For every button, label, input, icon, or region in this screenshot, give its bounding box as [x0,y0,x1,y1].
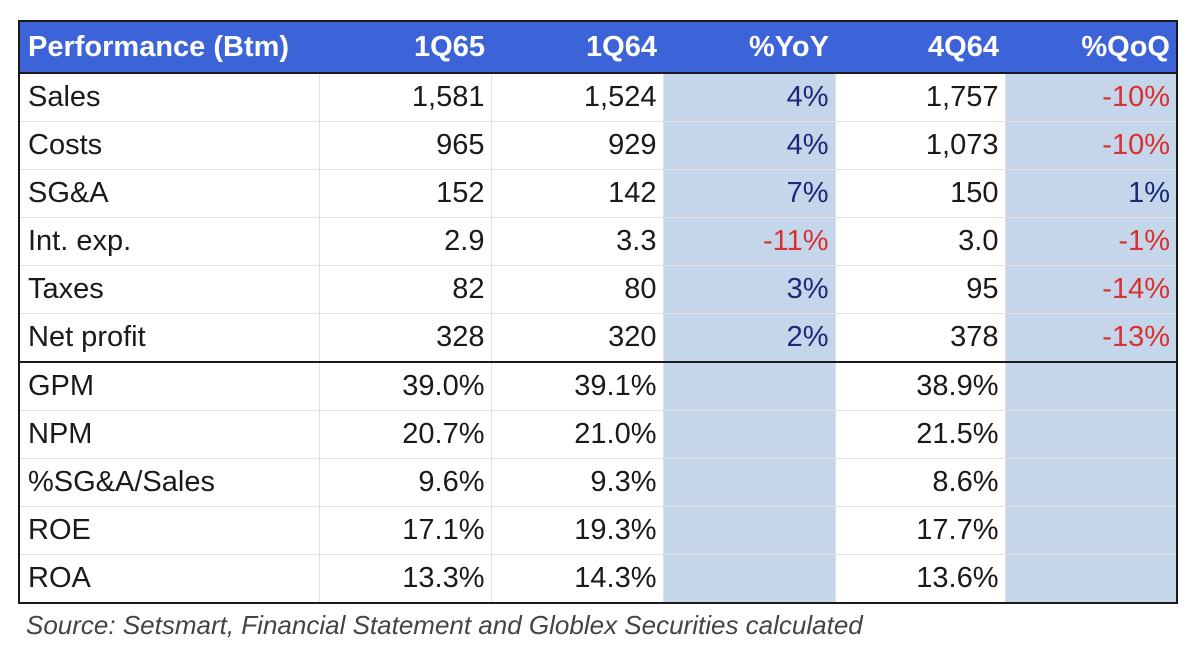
4q64-cell: 95 [835,265,1006,314]
4q64-cell: 378 [835,313,1006,363]
qoq-cell: -10% [1005,121,1178,170]
qoq-cell: -13% [1005,313,1178,363]
1q64-cell: 21.0% [491,410,664,459]
performance-table: Performance (Btm) 1Q65 1Q64 %YoY 4Q64 %Q… [18,20,1178,604]
header-row: Performance (Btm) 1Q65 1Q64 %YoY 4Q64 %Q… [19,21,1177,74]
1q65-cell: 39.0% [319,361,492,411]
1q64-cell: 19.3% [491,506,664,555]
1q64-cell: 1,524 [491,73,664,122]
ratio-row: ROA 13.3% 14.3% 13.6% [19,554,1178,604]
yoy-cell: 2% [663,313,836,363]
table-row: Sales 1,581 1,524 4% 1,757 -10% [19,73,1178,122]
row-label: SG&A [19,169,320,218]
1q64-cell: 80 [491,265,664,314]
yoy-cell [663,458,836,507]
table-row: SG&A 152 142 7% 150 1% [19,169,1178,218]
qoq-cell [1005,410,1178,459]
row-label: Taxes [19,265,320,314]
1q64-cell: 320 [491,313,664,363]
4q64-cell: 1,073 [835,121,1006,170]
1q64-cell: 9.3% [491,458,664,507]
1q65-cell: 20.7% [319,410,492,459]
4q64-cell: 3.0 [835,217,1006,266]
header-yoy: %YoY [663,21,835,74]
qoq-cell: -1% [1005,217,1178,266]
row-label: Sales [19,73,320,122]
row-label: Net profit [19,313,320,363]
header-4q64: 4Q64 [835,21,1005,74]
1q65-cell: 9.6% [319,458,492,507]
1q64-cell: 3.3 [491,217,664,266]
qoq-cell [1005,554,1178,604]
table-row: Int. exp. 2.9 3.3 -11% 3.0 -1% [19,217,1178,266]
row-label: ROA [19,554,320,604]
performance-table-container: Performance (Btm) 1Q65 1Q64 %YoY 4Q64 %Q… [18,20,1178,604]
4q64-cell: 21.5% [835,410,1006,459]
1q64-cell: 142 [491,169,664,218]
1q65-cell: 2.9 [319,217,492,266]
ratio-row: NPM 20.7% 21.0% 21.5% [19,410,1178,459]
4q64-cell: 1,757 [835,73,1006,122]
table-row: Net profit 328 320 2% 378 -13% [19,313,1178,363]
row-label: Costs [19,121,320,170]
row-label: ROE [19,506,320,555]
yoy-cell: 7% [663,169,836,218]
1q65-cell: 1,581 [319,73,492,122]
1q64-cell: 929 [491,121,664,170]
header-qoq: %QoQ [1005,21,1177,74]
header-performance: Performance (Btm) [19,21,319,74]
header-1q64: 1Q64 [491,21,663,74]
yoy-cell [663,506,836,555]
4q64-cell: 13.6% [835,554,1006,604]
1q65-cell: 965 [319,121,492,170]
1q65-cell: 152 [319,169,492,218]
1q65-cell: 13.3% [319,554,492,604]
1q65-cell: 328 [319,313,492,363]
ratio-row: ROE 17.1% 19.3% 17.7% [19,506,1178,555]
row-label: %SG&A/Sales [19,458,320,507]
qoq-cell [1005,458,1178,507]
4q64-cell: 17.7% [835,506,1006,555]
yoy-cell: 3% [663,265,836,314]
qoq-cell: -14% [1005,265,1178,314]
ratio-row: GPM 39.0% 39.1% 38.9% [19,361,1178,411]
row-label: GPM [19,361,320,411]
table-row: Costs 965 929 4% 1,073 -10% [19,121,1178,170]
table-row: Taxes 82 80 3% 95 -14% [19,265,1178,314]
source-note: Source: Setsmart, Financial Statement an… [26,610,863,640]
yoy-cell: 4% [663,121,836,170]
yoy-cell [663,361,836,411]
1q65-cell: 82 [319,265,492,314]
yoy-cell [663,554,836,604]
4q64-cell: 8.6% [835,458,1006,507]
ratio-row: %SG&A/Sales 9.6% 9.3% 8.6% [19,458,1178,507]
1q65-cell: 17.1% [319,506,492,555]
qoq-cell [1005,361,1178,411]
qoq-cell: 1% [1005,169,1178,218]
4q64-cell: 38.9% [835,361,1006,411]
qoq-cell [1005,506,1178,555]
1q64-cell: 14.3% [491,554,664,604]
row-label: NPM [19,410,320,459]
yoy-cell: 4% [663,73,836,122]
1q64-cell: 39.1% [491,361,664,411]
yoy-cell [663,410,836,459]
header-1q65: 1Q65 [319,21,491,74]
4q64-cell: 150 [835,169,1006,218]
qoq-cell: -10% [1005,73,1178,122]
yoy-cell: -11% [663,217,836,266]
row-label: Int. exp. [19,217,320,266]
